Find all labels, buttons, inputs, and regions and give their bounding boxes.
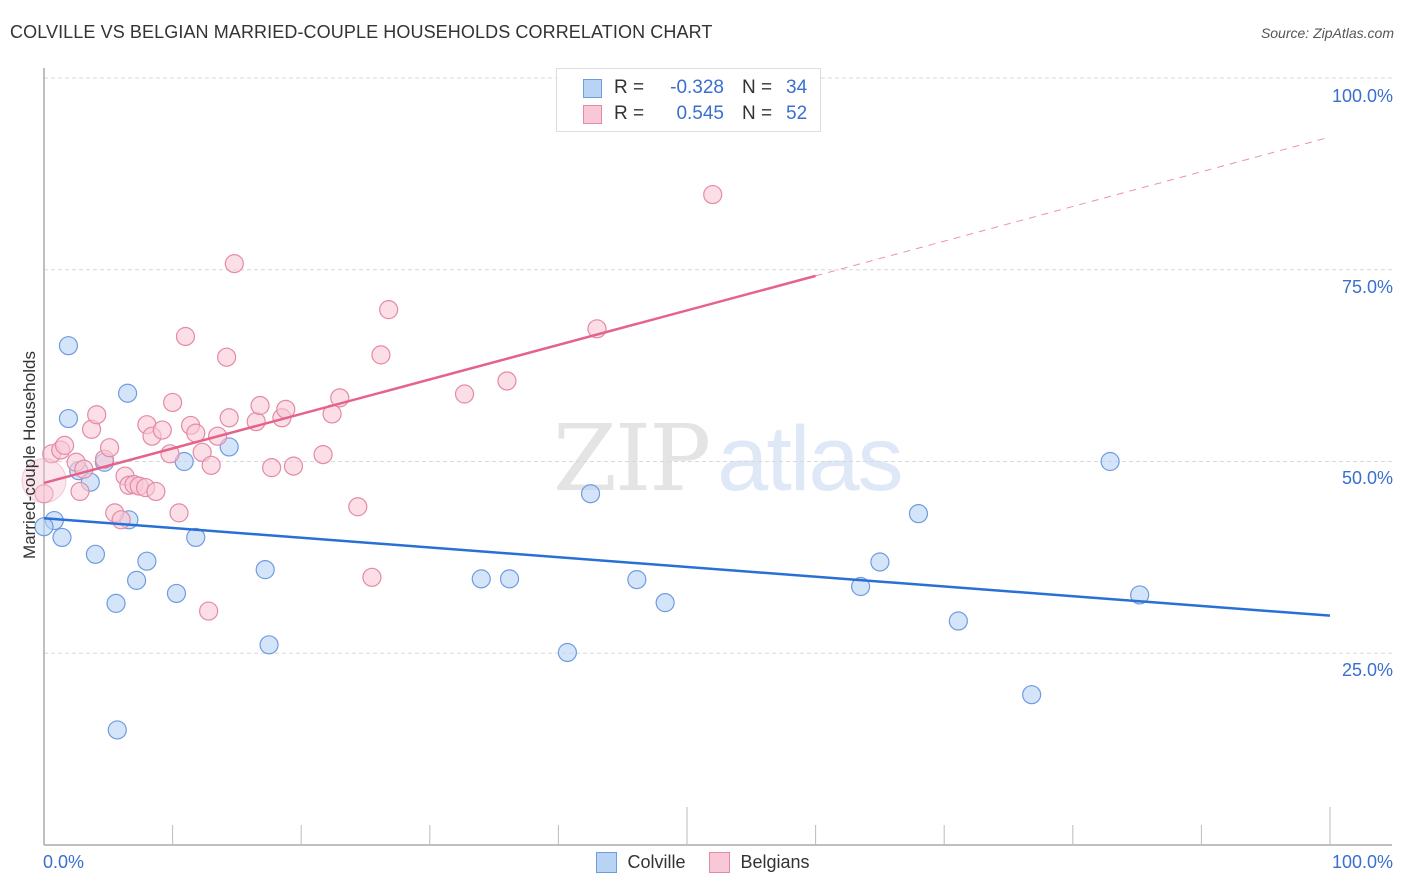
colville-point	[52, 527, 72, 548]
belgians-point	[111, 510, 131, 530]
colville-point	[471, 569, 491, 589]
belgians-trend-extension	[815, 136, 1331, 277]
y-tick-50: 50.0%	[1341, 468, 1393, 488]
belgians-point	[175, 326, 196, 347]
r-value: -0.328	[670, 77, 724, 98]
colville-point	[186, 527, 206, 548]
belgians-point	[283, 456, 304, 476]
legend-item-belgians[interactable]: Belgians	[709, 852, 810, 873]
colville-swatch-icon	[596, 852, 618, 873]
belgians-point	[454, 384, 475, 404]
belgians-point	[152, 420, 172, 440]
correlation-legend: R = -0.328 N = 34 R = 0.545 N = 52	[556, 68, 821, 132]
n-label: N =	[742, 103, 773, 124]
belgians-point	[74, 459, 94, 479]
colville-point	[166, 583, 187, 604]
legend-item-colville[interactable]: Colville	[596, 852, 685, 873]
watermark-zip: ZIP	[553, 405, 711, 512]
belgians-point	[217, 347, 237, 367]
belgians-point	[262, 458, 282, 478]
belgians-trend-line	[43, 274, 816, 485]
trend-lines	[43, 136, 1331, 617]
n-label: N =	[742, 77, 773, 98]
colville-point	[655, 593, 675, 613]
belgians-point	[362, 567, 382, 587]
belgians-point	[348, 497, 368, 517]
r-label: R =	[614, 103, 645, 124]
belgians-point	[34, 484, 54, 504]
colville-swatch-icon	[583, 78, 602, 98]
n-value: 34	[786, 77, 808, 98]
colville-points	[34, 336, 1150, 740]
colville-point	[851, 576, 871, 597]
belgians-point	[250, 395, 270, 416]
axes	[43, 68, 1392, 846]
n-value: 52	[786, 103, 808, 124]
legend-row-belgians: R = 0.545 N = 52	[583, 102, 807, 126]
colville-trend-line	[43, 517, 1331, 617]
r-value: 0.545	[676, 103, 724, 124]
chart-title: COLVILLE VS BELGIAN MARRIED-COUPLE HOUSE…	[10, 22, 713, 42]
belgians-point	[70, 481, 90, 502]
x-tick-100: 100.0%	[1331, 852, 1393, 872]
y-tick-75: 75.0%	[1341, 277, 1393, 297]
belgians-point	[201, 455, 221, 475]
legend-label-colville: Colville	[627, 852, 686, 872]
belgians-point	[199, 601, 219, 621]
y-axis-label: Married-couple Households	[20, 351, 39, 559]
colville-point	[34, 517, 54, 537]
colville-point	[58, 336, 79, 356]
belgians-swatch-icon	[709, 852, 731, 873]
colville-point	[908, 504, 929, 524]
zipatlas-watermark: ZIPatlas	[553, 405, 904, 512]
colville-point	[117, 383, 138, 403]
colville-point	[557, 642, 578, 663]
belgians-large-point	[21, 458, 67, 504]
belgians-point	[703, 184, 723, 205]
colville-point	[627, 570, 647, 590]
colville-point	[255, 560, 275, 580]
legend-label-belgians: Belgians	[740, 852, 810, 872]
belgians-point	[224, 254, 244, 274]
series-legend: Colville Belgians	[0, 852, 1406, 873]
belgians-swatch-icon	[583, 104, 602, 124]
colville-point	[948, 611, 968, 631]
belgians-point	[163, 392, 183, 413]
x-tick-0: 0.0%	[43, 852, 85, 872]
colville-point	[259, 635, 279, 655]
belgians-points	[21, 184, 723, 621]
gridlines	[44, 77, 1392, 654]
belgians-point	[146, 481, 166, 502]
y-tick-100: 100.0%	[1331, 86, 1393, 106]
belgians-point	[313, 444, 333, 465]
belgians-point	[379, 300, 399, 320]
colville-point	[107, 720, 127, 740]
colville-point	[126, 570, 147, 590]
belgians-point	[497, 371, 517, 391]
belgians-point	[54, 435, 75, 455]
colville-point	[85, 544, 106, 564]
belgians-point	[219, 408, 239, 428]
colville-point	[58, 408, 79, 429]
r-label: R =	[614, 77, 645, 98]
belgians-point	[371, 345, 391, 365]
watermark-atlas: atlas	[717, 408, 903, 510]
colville-point	[1100, 451, 1120, 472]
colville-point	[870, 552, 890, 572]
colville-point	[106, 593, 126, 613]
colville-point	[499, 569, 520, 589]
belgians-point	[169, 503, 189, 523]
belgians-point	[99, 438, 120, 458]
colville-point	[1022, 685, 1042, 705]
source-label: Source: ZipAtlas.com	[1260, 25, 1394, 41]
belgians-point	[192, 442, 212, 462]
belgians-point	[87, 405, 107, 425]
legend-row-colville: R = -0.328 N = 34	[583, 76, 807, 100]
colville-point	[1130, 585, 1150, 605]
y-tick-25: 25.0%	[1341, 660, 1393, 680]
colville-point	[580, 484, 601, 504]
colville-point	[137, 551, 157, 571]
